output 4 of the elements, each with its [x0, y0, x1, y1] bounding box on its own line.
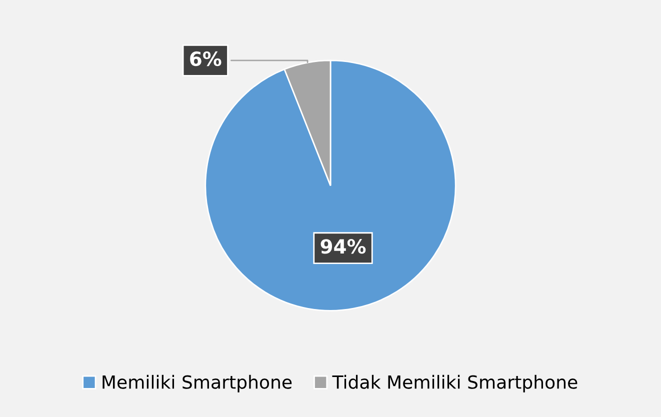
data-label: 94% [320, 239, 366, 254]
data-label: 6% [190, 51, 222, 66]
legend-label: Tidak Memiliki Smartphone [332, 374, 578, 392]
legend-label: Memiliki Smartphone [102, 374, 292, 392]
